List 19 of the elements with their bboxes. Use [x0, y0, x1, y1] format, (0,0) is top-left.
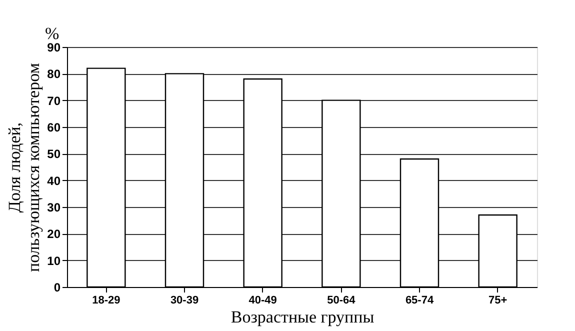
text: % [45, 24, 60, 43]
x-tick-label: 75+ [488, 294, 508, 306]
y-tick-label: 20 [47, 227, 61, 242]
y-tick-label: 60 [47, 120, 61, 134]
y-tick-label: 50 [47, 147, 61, 162]
y-tick-label: 80 [47, 67, 61, 82]
y-tick-label: 10 [47, 254, 61, 268]
y-axis-title: Доля людей, пользующихся компьютером [5, 62, 44, 272]
x-tick-label: 18-29 [92, 294, 120, 306]
y-tick-label: 40 [47, 174, 61, 188]
x-tick-label: 50-64 [327, 294, 356, 306]
y-tick-label: 90 [47, 40, 61, 54]
y-tick-label: 30 [47, 200, 61, 214]
y-tick-label: 70 [47, 94, 61, 108]
x-axis-title: Возрастные группы [230, 308, 375, 326]
x-tick-label: 65-74 [405, 294, 434, 306]
y-tick-label: 0 [54, 280, 61, 294]
x-tick-label: 30-39 [170, 294, 199, 306]
x-tick-label: 40-49 [248, 294, 277, 306]
